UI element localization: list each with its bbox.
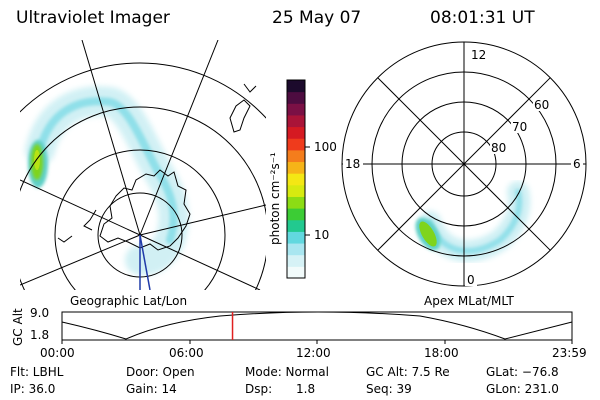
date-label: 25 May 07 [272, 8, 362, 28]
colorbar-unit-label: photon cm⁻²s⁻¹ [268, 152, 282, 245]
colorbar-cell [287, 231, 305, 244]
status-glat: GLat: −76.8 [486, 365, 559, 379]
timeline-y-axis-label: GC Alt [11, 308, 25, 346]
colorbar-cell [287, 219, 305, 232]
status-ip: IP: 36.0 [10, 382, 56, 396]
status-seq: Seq: 39 [366, 382, 412, 396]
left-coastlines [57, 83, 257, 251]
colorbar-tick-label-10: 10 [314, 228, 329, 242]
left-panel-caption: Geographic Lat/Lon [70, 294, 188, 308]
colorbar-tick-label-100: 100 [314, 140, 337, 154]
status-dsp-label: Dsp: [245, 382, 273, 396]
colorbar-cell [287, 196, 305, 209]
status-gain: Gain: 14 [126, 382, 177, 396]
status-door: Door: Open [126, 365, 195, 379]
colorbar-cell [287, 126, 305, 139]
colorbar-cell [287, 254, 305, 267]
right-aurora-oval [415, 181, 531, 262]
status-flt: Flt: LBHL [10, 365, 64, 379]
timeline-x-tick: 00:00 [40, 346, 75, 360]
colorbar-cell [287, 208, 305, 221]
timeline-y-tick-max: 9.0 [30, 306, 50, 320]
colorbar-cell [287, 138, 305, 151]
altitude-curve [61, 311, 573, 340]
mlat-label-70: 70 [512, 120, 527, 134]
colorbar-cell [287, 80, 305, 93]
mlt-label-6: 6 [573, 157, 581, 171]
colorbar-frame [286, 79, 306, 279]
timeline-y-tick-min: 1.8 [30, 328, 50, 342]
colorbar-cell [287, 266, 305, 279]
colorbar-cell [287, 114, 305, 128]
status-dsp-value: 1.8 [296, 382, 316, 396]
magnetic-map: 12 18 6 0 60 70 80 [341, 41, 587, 287]
timeline-x-tick: 06:00 [169, 346, 204, 360]
timeline-x-tick: 23:59 [552, 346, 587, 360]
altitude-timeline: GC Alt [11, 308, 573, 346]
sun-direction-line [139, 234, 151, 290]
left-meridians [20, 40, 266, 290]
colorbar-cell [287, 161, 305, 174]
colorbar-cells [287, 80, 305, 279]
colorbar-cell [287, 184, 305, 197]
status-mode: Mode: Normal [245, 365, 329, 379]
status-gc-alt: GC Alt: 7.5 Re [366, 365, 450, 379]
mlt-label-18: 18 [345, 157, 360, 171]
colorbar: 100 10 photon cm⁻²s⁻¹ [268, 79, 337, 279]
status-glon: GLon: 231.0 [486, 382, 559, 396]
colorbar-cell [287, 91, 305, 104]
mlt-spokes [342, 42, 586, 286]
colorbar-cell [287, 149, 305, 163]
timeline-x-tick: 18:00 [424, 346, 459, 360]
instrument-title: Ultraviolet Imager [16, 8, 170, 28]
right-panel-caption: Apex MLat/MLT [424, 294, 514, 308]
time-label: 08:01:31 UT [430, 8, 535, 28]
colorbar-cell [287, 243, 305, 256]
mlt-label-12: 12 [471, 48, 486, 62]
mlat-label-80: 80 [491, 141, 506, 155]
geographic-map [20, 40, 266, 290]
colorbar-cell [287, 103, 305, 116]
timeline-x-tick: 12:00 [296, 346, 331, 360]
mlt-label-0: 0 [467, 273, 475, 287]
mlat-label-60: 60 [534, 98, 549, 112]
colorbar-cell [287, 173, 305, 186]
